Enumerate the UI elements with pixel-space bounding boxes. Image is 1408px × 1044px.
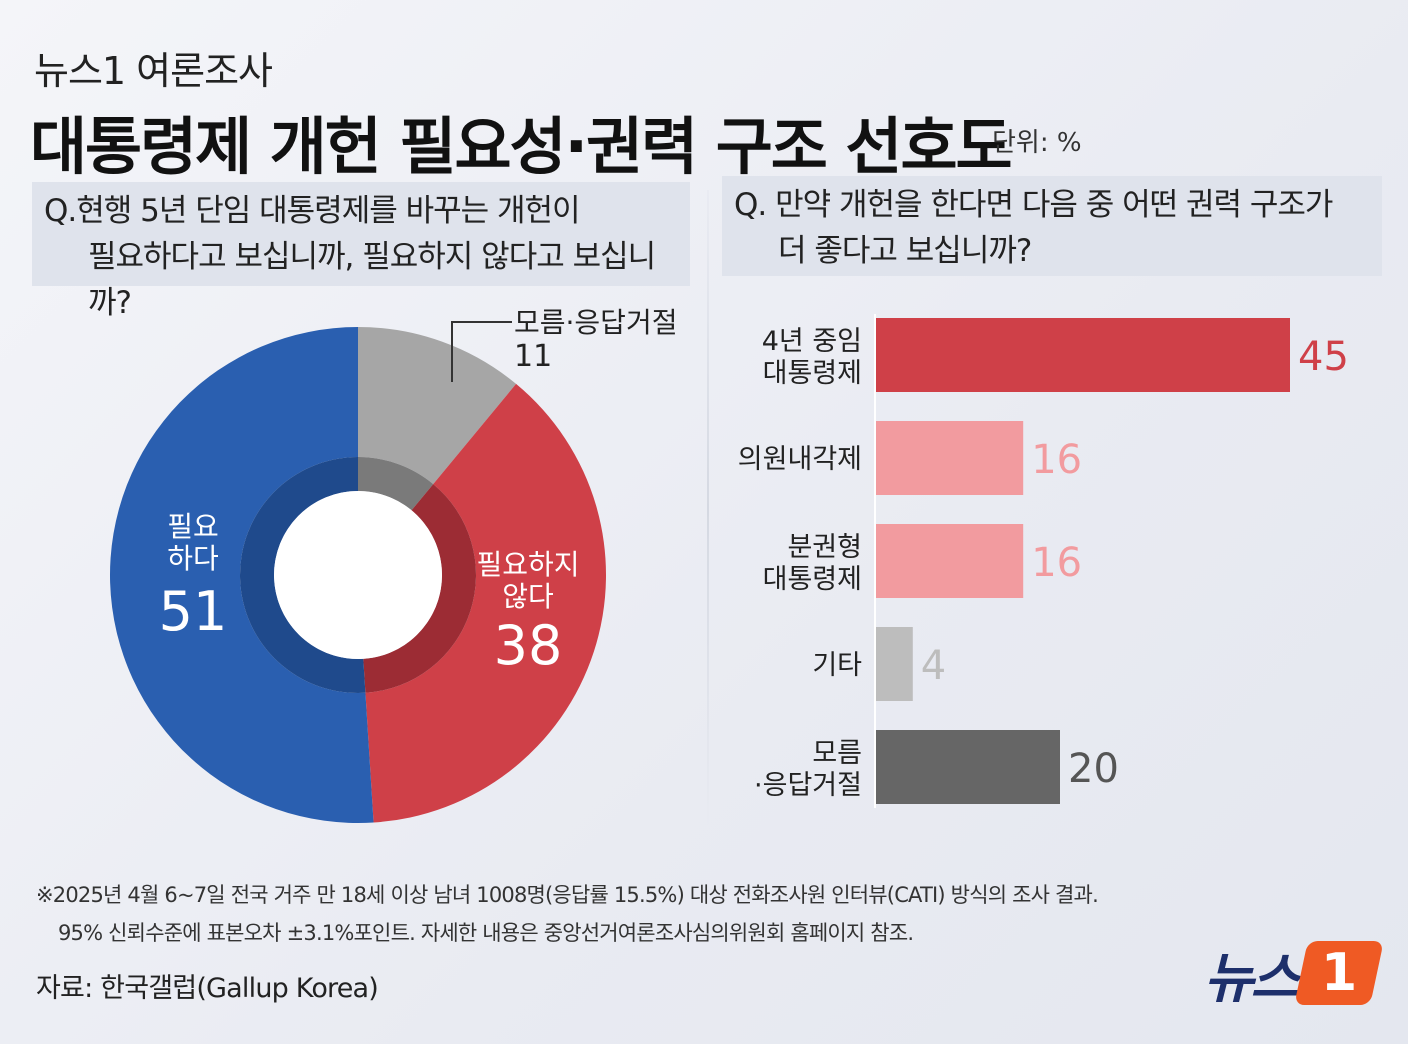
bar-category-1: 의원내각제 (738, 444, 862, 475)
bar-category-4-line1: 모름 (812, 738, 862, 769)
donut-slice-1 (365, 383, 606, 823)
logo-badge: 1 (1294, 941, 1385, 1005)
source-credit: 자료: 한국갤럽(Gallup Korea) (36, 973, 379, 1004)
unit-label: 단위: % (992, 128, 1082, 158)
bar-category-3: 기타 (812, 650, 862, 681)
logo-text: 뉴스 (1204, 946, 1300, 1010)
bar-category-0-line2: 대통령제 (763, 358, 862, 389)
panel-divider (707, 190, 709, 830)
donut-label-notneeded-line2: 않다 (502, 580, 554, 613)
bar-category-0-line1: 4년 중임 (762, 326, 862, 357)
donut-slice-2 (109, 326, 374, 823)
bar-value-3: 4 (921, 643, 946, 689)
donut-inner-ring-2 (240, 457, 366, 693)
bar-0 (876, 318, 1290, 392)
left-question: Q.현행 5년 단임 대통령제를 바꾸는 개헌이 필요하다고 보십니까, 필요하… (32, 182, 690, 321)
bar-axis (874, 314, 876, 808)
footnote-line2: 95% 신뢰수준에 표본오차 ±3.1%포인트. 자세한 내용은 중앙선거여론조… (58, 921, 914, 945)
donut-label-needed-line2: 하다 (167, 542, 219, 575)
bar-value-1: 16 (1031, 437, 1082, 483)
left-question-line1: Q.현행 5년 단임 대통령제를 바꾸는 개헌이 (44, 193, 581, 229)
donut-inner-ring-0 (358, 457, 434, 511)
bar-3 (876, 627, 913, 701)
kicker: 뉴스1 여론조사 (34, 49, 273, 93)
donut-label-needed-line1: 필요 (167, 510, 219, 543)
donut-value-needed: 51 (159, 580, 228, 643)
bar-category-2-line1: 분권형 (787, 532, 862, 563)
page-title: 대통령제 개헌 필요성·권력 구조 선호도 (30, 110, 1013, 183)
bar-1 (876, 421, 1024, 495)
right-question-line1: Q. 만약 개헌을 한다면 다음 중 어떤 권력 구조가 (734, 187, 1333, 223)
bar-2 (876, 524, 1024, 598)
bar-value-2: 16 (1031, 540, 1082, 586)
news1-logo: 뉴스 1 (1204, 938, 1385, 1010)
right-question-line2: 더 좋다고 보십니까? (778, 233, 1032, 269)
bar-category-4-line2: ·응답거절 (754, 770, 862, 801)
bar-value-4: 20 (1068, 746, 1119, 792)
donut-slice-0 (358, 327, 517, 485)
bar-category-2-line2: 대통령제 (763, 564, 862, 595)
footnote-line1: ※2025년 4월 6~7일 전국 거주 만 18세 이상 남녀 1008명(응… (36, 883, 1099, 907)
footnote: ※2025년 4월 6~7일 전국 거주 만 18세 이상 남녀 1008명(응… (36, 876, 1099, 952)
donut-label-dontknow: 모름·응답거절 (514, 306, 677, 339)
donut-label-notneeded-line1: 필요하지 (476, 548, 579, 581)
bar-4 (876, 730, 1060, 804)
donut-leader-line (451, 321, 512, 382)
donut-inner-ring-1 (363, 484, 476, 693)
donut-hole (274, 491, 442, 659)
donut-value-dontknow: 11 (514, 339, 552, 374)
bar-value-0: 45 (1298, 334, 1349, 380)
donut-value-notneeded: 38 (494, 614, 563, 677)
right-question: Q. 만약 개헌을 한다면 다음 중 어떤 권력 구조가 더 좋다고 보십니까? (722, 176, 1382, 276)
logo-badge-number: 1 (1321, 943, 1358, 1003)
left-question-line2: 필요하다고 보십니까, 필요하지 않다고 보십니까? (88, 239, 656, 321)
